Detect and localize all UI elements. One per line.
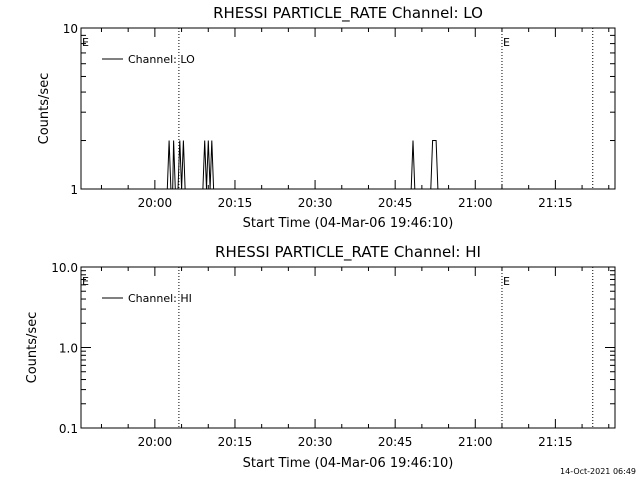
footer-timestamp: 14-Oct-2021 06:49	[560, 467, 636, 476]
panel-0-plot-frame	[80, 27, 616, 190]
panel-0-y-tick-label: 1	[70, 183, 78, 197]
panel-1-edge-label: E	[82, 275, 89, 288]
panel-1-x-tick-label: 20:45	[378, 435, 413, 449]
panel-1-y-tick-label: 1.0	[59, 342, 78, 356]
panel-0-y-axis-label: Counts/sec	[37, 73, 52, 145]
panel-0-y-tick-label: 10	[63, 22, 78, 36]
panel-0-x-tick-label: 21:00	[458, 196, 493, 210]
panel-1-y-axis-label: Counts/sec	[25, 312, 40, 384]
panel-1-y-tick-label: 10.0	[51, 261, 78, 275]
panel-0-chart-title: RHESSI PARTICLE_RATE Channel: LO	[213, 4, 483, 23]
panel-0-vline-label: E	[503, 36, 510, 49]
panel-0-x-tick-label: 21:15	[538, 196, 573, 210]
panel-0-x-tick-label: 20:15	[218, 196, 253, 210]
panel-1-vline-label: E	[503, 275, 510, 288]
panel-0-x-tick-label: 20:00	[138, 196, 173, 210]
panel-0-x-axis-label: Start Time (04-Mar-06 19:46:10)	[243, 216, 454, 231]
panel-0-edge-label: E	[82, 36, 89, 49]
panel-1-x-tick-label: 20:30	[298, 435, 333, 449]
panel-1-x-tick-label: 21:00	[458, 435, 493, 449]
panel-1-x-tick-label: 20:15	[218, 435, 253, 449]
panel-0-series-line	[166, 140, 187, 190]
panel-1-legend-label: Channel: HI	[128, 292, 192, 305]
panel-1-y-tick-label: 0.1	[59, 422, 78, 436]
panel-1-x-axis-label: Start Time (04-Mar-06 19:46:10)	[243, 456, 454, 471]
panel-0-series-line	[410, 140, 416, 190]
panel-0-x-tick-label: 20:45	[378, 196, 413, 210]
panel-1-chart-title: RHESSI PARTICLE_RATE Channel: HI	[215, 243, 481, 262]
panel-0-x-tick-label: 20:30	[298, 196, 333, 210]
panel-0-legend-label: Channel: LO	[128, 53, 195, 66]
panel-1-x-tick-label: 20:00	[138, 435, 173, 449]
panel-1-x-tick-label: 21:15	[538, 435, 573, 449]
panel-0-series-line	[430, 140, 439, 190]
panel-0-series-line	[202, 140, 215, 190]
